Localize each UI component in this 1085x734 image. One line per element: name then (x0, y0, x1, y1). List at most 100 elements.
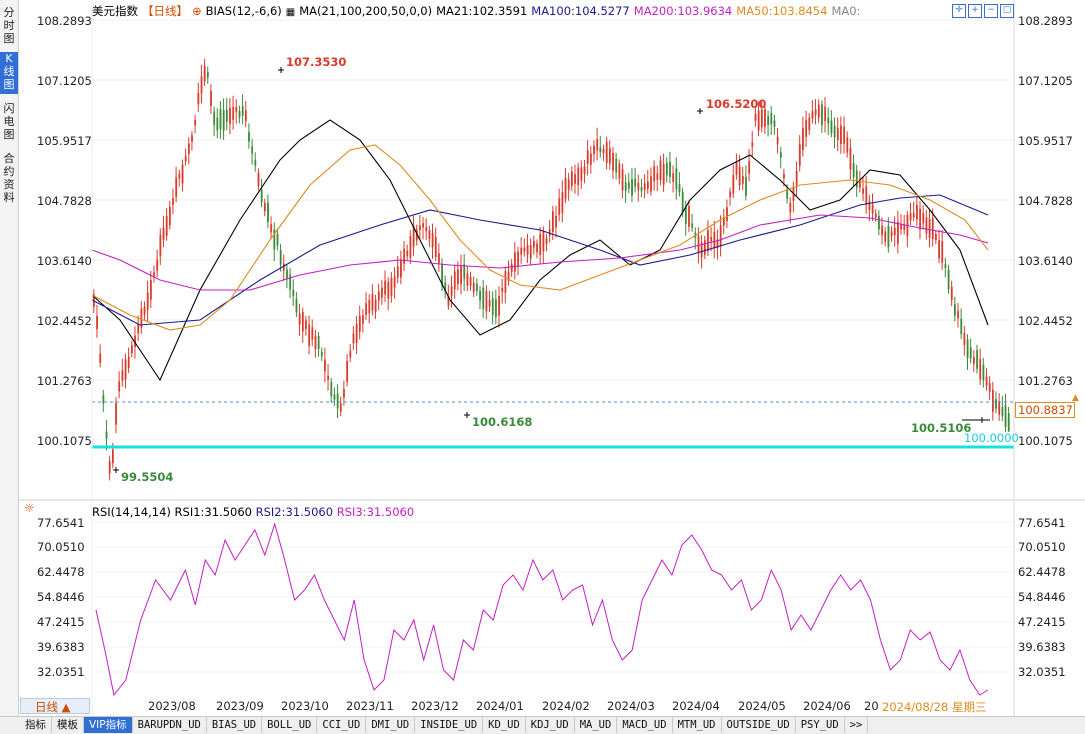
indicator-tab[interactable]: PSY_UD (796, 717, 845, 733)
instrument-name: 美元指数 (92, 4, 138, 18)
candle (244, 101, 247, 128)
candle (156, 249, 159, 277)
candle (567, 172, 570, 201)
candle (295, 291, 298, 318)
chart-tools: ✛ + − ▢ (952, 2, 1016, 18)
candle (998, 393, 1001, 421)
indicator-tab[interactable]: MTM_UD (673, 717, 722, 733)
candle (403, 241, 406, 272)
indicator-tab[interactable]: BOLL_UD (262, 717, 318, 733)
zoom-out-icon[interactable]: − (984, 4, 998, 18)
indicator-tab[interactable]: KDJ_UD (526, 717, 575, 733)
candle (529, 238, 532, 265)
candle (878, 210, 880, 236)
x-axis-label: 2024/02 (542, 699, 590, 713)
candle (947, 265, 950, 294)
candle (558, 188, 561, 222)
candle (327, 363, 330, 391)
candle (764, 103, 766, 134)
candle (919, 201, 921, 240)
x-axis-label: 2023/09 (216, 699, 264, 713)
rsi1-value: RSI1:31.5060 (174, 505, 252, 519)
rsi-header: RSI(14,14,14) RSI1:31.5060 RSI2:31.5060 … (92, 505, 414, 519)
candle (108, 455, 111, 481)
candle (954, 296, 956, 322)
candle (631, 167, 633, 203)
candle (912, 201, 915, 222)
indicator-tab[interactable]: MACD_UD (617, 717, 673, 733)
fit-icon[interactable]: ▢ (1000, 4, 1014, 18)
rsi3-value: RSI3:31.5060 (336, 505, 415, 519)
ma21-line (91, 119, 989, 382)
rsi-axis-left-label: 62.4478 (37, 565, 85, 579)
price-axis-right-label: 107.1205 (1018, 74, 1073, 88)
period-label[interactable]: 【日线】 (142, 4, 188, 18)
crosshair-icon[interactable]: ✛ (952, 4, 966, 18)
tab-contract-info[interactable]: 合约资料 (3, 152, 15, 204)
candle (270, 216, 273, 239)
indicator-tab[interactable]: VIP指标 (84, 717, 133, 733)
indicator-tab[interactable]: INSIDE_UD (415, 717, 484, 733)
candle (377, 283, 380, 311)
candle (973, 350, 975, 372)
x-axis-label: 2023/11 (346, 699, 394, 713)
candle (191, 131, 193, 151)
candle (539, 226, 542, 265)
candle (814, 99, 817, 125)
rsi-settings-icon[interactable]: ☼ (24, 501, 35, 515)
tab-timeshare[interactable]: 分时图 (3, 6, 15, 45)
rsi-axis-left-label: 70.0510 (37, 540, 85, 554)
candle (254, 152, 257, 172)
indicator-tab[interactable]: DMI_UD (366, 717, 416, 733)
price-gridlines (92, 19, 1014, 441)
candle (545, 233, 548, 252)
candle (881, 217, 884, 245)
candle (577, 162, 580, 196)
indicator-tab[interactable]: BARUPDN_UD (133, 717, 207, 733)
candle (320, 347, 323, 361)
candle (650, 167, 652, 196)
tab-kline[interactable]: K线图 (0, 52, 18, 94)
tab-lightning[interactable]: 闪电图 (3, 102, 15, 141)
candle (412, 215, 415, 256)
candle (149, 271, 152, 309)
price-axis-left-label: 101.2763 (37, 374, 92, 388)
candle (678, 172, 681, 197)
candle (988, 375, 991, 401)
candle (960, 308, 963, 340)
candle (105, 420, 108, 451)
indicator-tab[interactable]: BIAS_UD (207, 717, 263, 733)
indicator-tab[interactable]: 模板 (52, 717, 84, 733)
candle (757, 101, 760, 137)
candle (286, 264, 288, 289)
indicator-header: 美元指数 【日线】 ⊕ BIAS(12,-6,6) ▦ MA(21,100,200,50,… (92, 3, 864, 18)
grid-icon[interactable]: ▦ (285, 7, 296, 18)
candle (627, 173, 630, 194)
candle (925, 210, 928, 240)
candle (219, 101, 222, 139)
candle (197, 82, 200, 113)
x-axis-label: 2024/03 (607, 699, 655, 713)
indicator-tab[interactable]: CCI_UD (317, 717, 367, 733)
candle (542, 226, 545, 264)
candle (589, 146, 592, 174)
candle (248, 123, 250, 149)
candle (200, 64, 203, 104)
indicator-tab[interactable]: MA_UD (575, 717, 618, 733)
indicator-tab[interactable]: OUTSIDE_UD (722, 717, 796, 733)
indicator-tab[interactable]: KD_UD (483, 717, 526, 733)
period-button[interactable]: 日线 ▲ (20, 698, 90, 714)
candle (124, 353, 127, 389)
zoom-in-icon[interactable]: + (968, 4, 982, 18)
candle (821, 100, 823, 133)
candle (754, 105, 757, 127)
add-icon[interactable]: ⊕ (192, 4, 202, 18)
candle (536, 239, 538, 259)
candle (827, 107, 830, 136)
candle (349, 344, 352, 363)
candle (365, 292, 368, 320)
indicator-tab[interactable]: 指标 (20, 717, 52, 733)
indicator-tab[interactable]: >> (845, 717, 869, 733)
rsi-axis-right-label: 39.6383 (1018, 640, 1066, 654)
